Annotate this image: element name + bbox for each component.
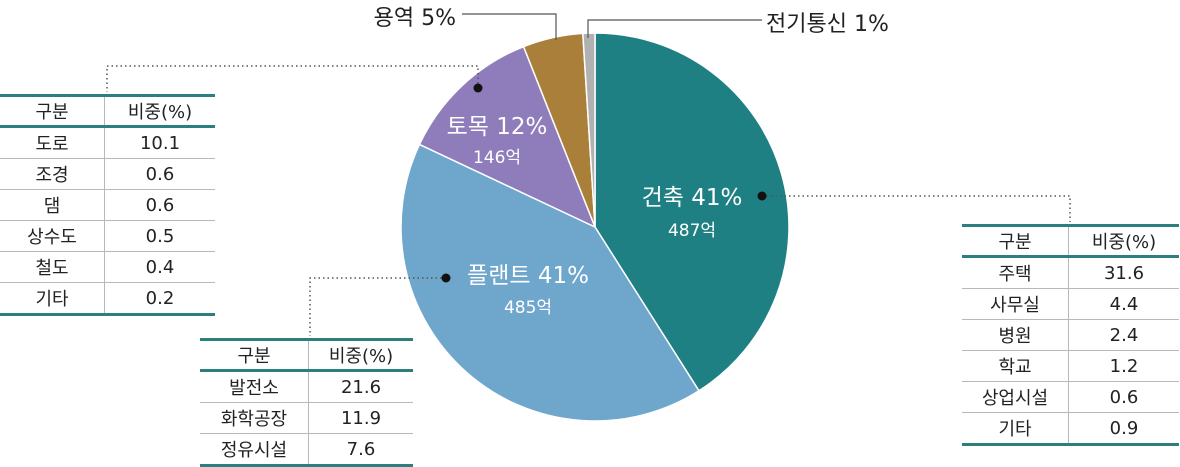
table-row: 발전소 21.6 bbox=[200, 370, 413, 403]
table-row: 병원 2.4 bbox=[962, 319, 1179, 351]
header-share: 비중(%) bbox=[104, 94, 215, 128]
table-row: 사무실 4.4 bbox=[962, 288, 1179, 320]
leader-lines bbox=[106, 13, 1071, 336]
row-share: 11.9 bbox=[308, 402, 413, 434]
row-category: 정유시설 bbox=[200, 433, 309, 467]
leader-line-3 bbox=[462, 13, 557, 40]
slice-amount-1: 485억 bbox=[504, 298, 552, 318]
row-share: 0.2 bbox=[104, 282, 215, 316]
row-category: 사무실 bbox=[962, 288, 1069, 320]
slice-label-3: 용역 5% bbox=[374, 6, 456, 31]
leader-dot-building bbox=[757, 191, 767, 201]
civil-breakdown-table: 구분 비중(%) 도로 10.1 조경 0.6 댐 0.6 상수도 0.5 철도 0.4 기타 0.2 bbox=[0, 94, 215, 316]
row-category: 발전소 bbox=[200, 370, 309, 403]
row-category: 조경 bbox=[0, 158, 105, 190]
pie-slice-1 bbox=[400, 143, 700, 422]
header-share: 비중(%) bbox=[308, 338, 413, 372]
slice-amount-0: 487억 bbox=[668, 221, 716, 241]
slice-label-4: 전기통신 1% bbox=[766, 12, 889, 37]
row-share: 2.4 bbox=[1068, 319, 1179, 351]
row-category: 화학공장 bbox=[200, 402, 309, 434]
leader-line-civil bbox=[106, 65, 479, 92]
table-row: 철도 0.4 bbox=[0, 251, 215, 283]
leader-line-building bbox=[762, 195, 1071, 222]
table-row: 화학공장 11.9 bbox=[200, 402, 413, 434]
leader-dot-plant bbox=[441, 273, 451, 283]
table-row: 도로 10.1 bbox=[0, 126, 215, 159]
table-row: 정유시설 7.6 bbox=[200, 433, 413, 467]
pie-slice-4 bbox=[582, 32, 596, 228]
row-category: 기타 bbox=[0, 282, 105, 316]
header-category: 구분 bbox=[962, 224, 1069, 258]
pie-slice-0 bbox=[594, 32, 790, 392]
row-category: 병원 bbox=[962, 319, 1069, 351]
table-row: 조경 0.6 bbox=[0, 158, 215, 190]
row-share: 0.6 bbox=[1068, 381, 1179, 413]
row-share: 0.6 bbox=[104, 158, 215, 190]
pie-slice-2 bbox=[418, 45, 597, 229]
table-row: 상업시설 0.6 bbox=[962, 381, 1179, 413]
row-share: 10.1 bbox=[104, 126, 215, 159]
pie-slices bbox=[400, 32, 790, 422]
table-row: 기타 0.9 bbox=[962, 412, 1179, 446]
table-header-row: 구분 비중(%) bbox=[0, 94, 215, 128]
header-share: 비중(%) bbox=[1068, 224, 1179, 258]
table-row: 학교 1.2 bbox=[962, 350, 1179, 382]
slice-label-1: 플랜트 41% bbox=[467, 263, 589, 289]
row-share: 0.6 bbox=[104, 189, 215, 221]
leader-dot-civil bbox=[473, 83, 483, 93]
row-category: 기타 bbox=[962, 412, 1069, 446]
row-share: 0.4 bbox=[104, 251, 215, 283]
row-category: 도로 bbox=[0, 126, 105, 159]
row-category: 상수도 bbox=[0, 220, 105, 252]
table-row: 주택 31.6 bbox=[962, 256, 1179, 289]
row-share: 0.5 bbox=[104, 220, 215, 252]
row-category: 철도 bbox=[0, 251, 105, 283]
row-share: 0.9 bbox=[1068, 412, 1179, 446]
row-share: 1.2 bbox=[1068, 350, 1179, 382]
leader-line-4 bbox=[587, 19, 762, 38]
row-share: 31.6 bbox=[1068, 256, 1179, 289]
table-header-row: 구분 비중(%) bbox=[962, 224, 1179, 258]
table-header-row: 구분 비중(%) bbox=[200, 338, 413, 372]
table-row: 기타 0.2 bbox=[0, 282, 215, 316]
row-category: 주택 bbox=[962, 256, 1069, 289]
table-row: 상수도 0.5 bbox=[0, 220, 215, 252]
slice-label-0: 건축 41% bbox=[642, 185, 743, 211]
row-share: 4.4 bbox=[1068, 288, 1179, 320]
table-row: 댐 0.6 bbox=[0, 189, 215, 221]
header-category: 구분 bbox=[200, 338, 309, 372]
row-share: 21.6 bbox=[308, 370, 413, 403]
row-category: 상업시설 bbox=[962, 381, 1069, 413]
row-category: 학교 bbox=[962, 350, 1069, 382]
header-category: 구분 bbox=[0, 94, 105, 128]
slice-amount-2: 146억 bbox=[473, 148, 521, 168]
leader-line-plant bbox=[309, 277, 446, 336]
row-share: 7.6 bbox=[308, 433, 413, 467]
slice-label-2: 토목 12% bbox=[447, 114, 548, 140]
building-breakdown-table: 구분 비중(%) 주택 31.6 사무실 4.4 병원 2.4 학교 1.2 상업시설 0.6 기타… bbox=[962, 224, 1179, 446]
row-category: 댐 bbox=[0, 189, 105, 221]
plant-breakdown-table: 구분 비중(%) 발전소 21.6 화학공장 11.9 정유시설 7.6 bbox=[200, 338, 413, 467]
